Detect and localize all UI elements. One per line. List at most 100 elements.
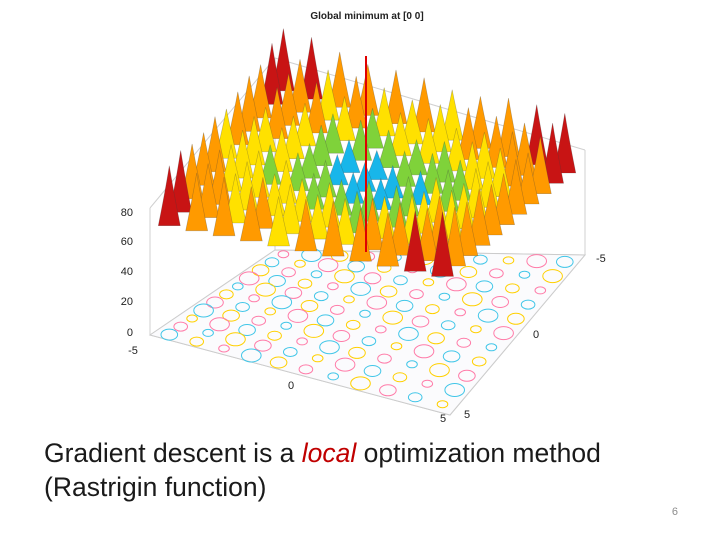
contour-ring [251, 315, 267, 326]
contour-ring [334, 357, 356, 372]
surface-peak [553, 113, 577, 174]
contour-ring [327, 282, 339, 291]
contour-ring [409, 289, 424, 300]
surface-peak [365, 149, 389, 180]
contour-ring [436, 400, 449, 409]
surface-peak [314, 159, 337, 198]
contour-ring [444, 383, 466, 397]
contour-ring [361, 336, 377, 347]
contour-ring [311, 354, 324, 363]
contour-ring [310, 270, 323, 279]
contour-ring [556, 255, 574, 268]
surface-peak [293, 103, 317, 147]
surface-peak [431, 211, 454, 277]
surface-peak [344, 76, 368, 129]
contour-ring [520, 299, 536, 310]
surface-peak [409, 169, 432, 206]
contour-ring [446, 277, 467, 292]
contour-ring [235, 302, 250, 312]
contour-ring [379, 384, 397, 397]
contour-ring [427, 332, 445, 345]
contour-ring [330, 304, 345, 315]
contour-ring [470, 325, 482, 334]
y-axis-ticks: 5 0 -5 [464, 253, 606, 421]
contour-ring [189, 336, 204, 347]
contour-ring [491, 296, 510, 308]
contour-ring [264, 307, 277, 316]
contour-ring [350, 376, 371, 391]
surface-peak [440, 89, 464, 141]
surface-peak [258, 144, 282, 185]
contour-ring [422, 278, 435, 287]
surface-peak [277, 73, 300, 126]
contour-ring [280, 321, 293, 330]
surface-peak [306, 194, 330, 240]
contour-ring [379, 285, 398, 298]
contour-ring [254, 339, 272, 352]
contour-ring [475, 280, 494, 293]
contour-ring [283, 347, 298, 357]
surface-peak [403, 210, 427, 272]
contour-ring [489, 268, 504, 279]
surface-peak [249, 64, 272, 119]
surface-peak [420, 153, 444, 194]
contour-ring [459, 266, 478, 278]
surface-peak [541, 122, 564, 184]
x-tick-5: 5 [440, 413, 446, 425]
contour-ring [390, 342, 403, 351]
surface-peak [185, 172, 209, 232]
surface-peak [480, 184, 503, 236]
surface-peak [393, 150, 417, 187]
contour-ring [297, 278, 313, 289]
z-tick-60: 60 [121, 236, 133, 248]
surface-peak [469, 96, 492, 149]
surface-peak [377, 129, 401, 168]
contour-ring [345, 319, 361, 330]
surface-peak [428, 104, 452, 153]
surface-peak [286, 152, 310, 192]
contour-ring [382, 310, 404, 325]
y-tick-5: 5 [464, 409, 470, 421]
contour-ring [526, 254, 548, 269]
surface-peak [467, 188, 491, 246]
surface-peak [316, 69, 340, 121]
page-number: 6 [671, 506, 678, 518]
y-tick-0: 0 [533, 329, 539, 341]
surface-peak [389, 112, 412, 157]
contour-ring [473, 254, 488, 265]
contour-ring [319, 340, 340, 355]
surface-peak [455, 201, 479, 256]
surface-peak [516, 152, 540, 205]
contour-ring [327, 372, 340, 381]
z-tick-0: 0 [127, 327, 133, 339]
contour-ring [316, 314, 335, 327]
contour-ring [398, 326, 419, 341]
slide-caption: Gradient descent is a local optimization… [44, 436, 684, 504]
surface-peak [341, 171, 365, 204]
surface-peak [333, 96, 356, 141]
surface-peak [237, 75, 261, 132]
surface-peak [298, 142, 321, 179]
surface-peak [376, 212, 400, 267]
z-axis-ticks: 80 60 40 20 0 [121, 207, 133, 339]
z-tick-40: 40 [121, 266, 133, 278]
surface-peak [384, 69, 408, 124]
contour-ring [173, 321, 188, 332]
contour-ring [255, 282, 276, 297]
contour-ring [271, 295, 293, 310]
surface-peak [169, 150, 193, 213]
contour-ring [454, 308, 467, 317]
surface-peak [278, 184, 302, 235]
surface-peak [328, 51, 352, 108]
contour-ring [518, 270, 531, 279]
surface-peak [473, 132, 496, 179]
x-axis-ticks: -5 0 5 [128, 345, 446, 425]
surface-peak [302, 172, 326, 210]
contour-ring [438, 292, 451, 301]
contour-ring [238, 271, 260, 286]
contour-ring [425, 304, 440, 315]
contour-ring [411, 315, 430, 328]
contour-ring [375, 325, 387, 334]
contour-ring [493, 326, 514, 341]
surface-peak [405, 138, 428, 176]
